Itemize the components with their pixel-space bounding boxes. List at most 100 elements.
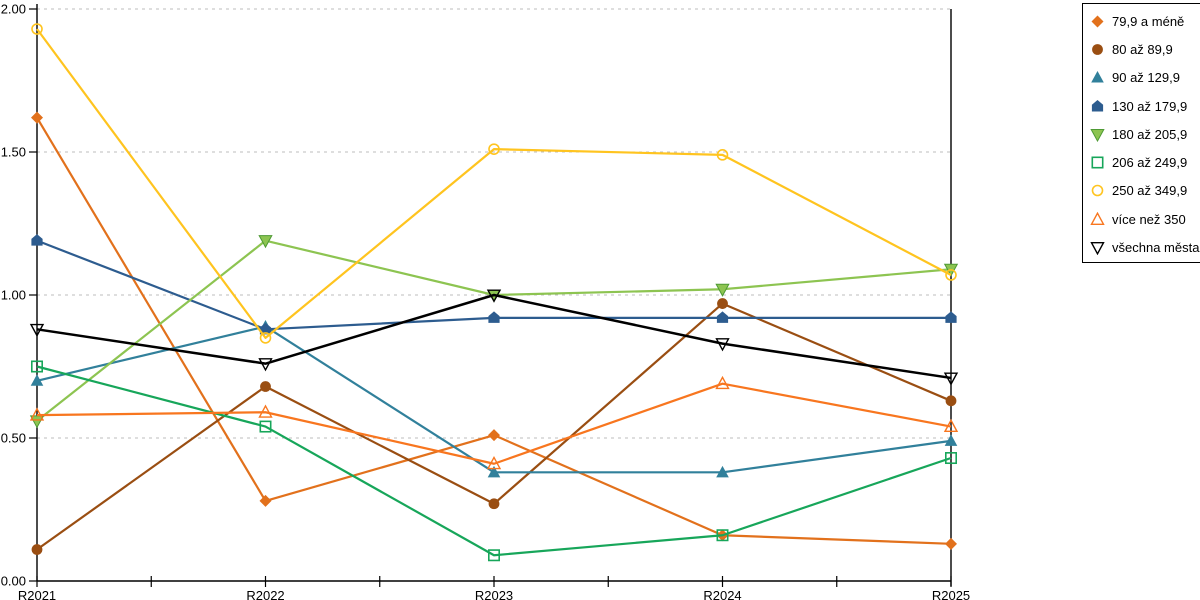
triangle-down-open-marker-icon <box>486 289 502 303</box>
circle-marker-icon <box>260 381 271 392</box>
chart-legend: 79,9 a méně 80 až 89,9 90 až 129,9 130 až 1… <box>1082 3 1200 263</box>
diamond-marker-icon <box>488 429 500 442</box>
triangle-down-marker-icon <box>29 415 45 429</box>
legend-item-250-a-349-9: 250 až 349,9 <box>1083 177 1200 205</box>
legend-marker-icon <box>1090 211 1105 225</box>
triangle-marker-icon <box>944 434 958 446</box>
pentagon-marker-icon <box>488 311 500 323</box>
legend-label: 206 až 249,9 <box>1112 155 1188 171</box>
legend-label: všechna města <box>1112 240 1200 256</box>
circle-marker-icon <box>1092 44 1103 55</box>
circle-open-marker-icon <box>488 143 500 155</box>
legend-marker-icon <box>1092 44 1103 55</box>
triangle-down-open-marker-icon <box>258 358 273 372</box>
series-line <box>36 239 952 422</box>
triangle-down-marker-icon <box>715 283 730 297</box>
legend-item-206-a-249-9: 206 až 249,9 <box>1083 148 1200 176</box>
triangle-down-open-marker-icon <box>715 338 730 352</box>
x-axis-label: R2025 <box>932 588 970 600</box>
circle-open-marker-icon <box>716 149 729 161</box>
series-line <box>36 365 952 557</box>
triangle-down-open-marker-icon <box>943 372 959 386</box>
circle-marker-icon <box>31 544 43 555</box>
legend-marker-icon <box>1091 15 1104 28</box>
series-v-ce-ne-350 <box>29 375 959 470</box>
series-line <box>36 117 952 545</box>
triangle-open-marker-icon <box>943 418 959 433</box>
triangle-marker-icon <box>1091 71 1104 83</box>
legend-label: více než 350 <box>1112 211 1186 227</box>
y-axis-label: 2.00 <box>1 2 26 17</box>
square-open-marker-icon <box>1091 156 1104 169</box>
x-axis-label: R2022 <box>246 588 284 600</box>
circle-open-marker-icon <box>31 23 43 35</box>
x-axis-label: R2023 <box>475 588 513 600</box>
circle-marker-icon <box>717 298 728 309</box>
triangle-marker-icon <box>487 465 501 478</box>
circle-open-marker-icon <box>945 269 957 281</box>
pentagon-marker-icon <box>1091 99 1104 112</box>
legend-label: 80 až 89,9 <box>1112 41 1173 57</box>
triangle-down-marker-icon <box>1090 128 1105 142</box>
legend-marker-icon <box>1091 71 1104 83</box>
diamond-marker-icon <box>945 537 957 550</box>
circle-marker-icon <box>488 498 500 510</box>
diamond-marker-icon <box>259 494 272 507</box>
y-axis-label: 1.50 <box>1 145 26 160</box>
series-250-a-349-9 <box>31 23 957 344</box>
triangle-open-marker-icon <box>486 455 502 470</box>
pentagon-marker-icon <box>31 234 43 246</box>
square-open-marker-icon <box>716 529 729 542</box>
legend-item-v-ce-ne-350: více než 350 <box>1083 205 1200 233</box>
series-line <box>36 302 952 551</box>
circle-open-marker-icon <box>1091 185 1104 197</box>
series-79-9-a-m-n <box>31 111 957 550</box>
pentagon-marker-icon <box>945 311 957 323</box>
triangle-marker-icon <box>30 374 44 386</box>
legend-item-180-a-205-9: 180 až 205,9 <box>1083 120 1200 148</box>
legend-marker-icon <box>1090 242 1105 256</box>
legend-label: 79,9 a méně <box>1112 13 1185 29</box>
legend-item-79-9-a-m-n: 79,9 a méně <box>1083 7 1200 35</box>
legend-marker-icon <box>1091 185 1104 197</box>
series-206-a-249-9 <box>30 360 957 562</box>
diamond-marker-icon <box>31 111 43 124</box>
series-line <box>36 28 952 339</box>
series-80-a-89-9 <box>31 298 957 555</box>
legend-label: 90 až 129,9 <box>1112 70 1180 86</box>
series-130-a-179-9 <box>31 234 957 335</box>
x-axis-label: R2024 <box>703 588 741 600</box>
triangle-down-marker-icon <box>258 235 273 249</box>
triangle-down-open-marker-icon <box>29 323 45 338</box>
y-axis-label: 0.00 <box>1 574 26 589</box>
square-open-marker-icon <box>259 420 272 433</box>
circle-open-marker-icon <box>259 332 272 344</box>
pentagon-marker-icon <box>716 311 729 323</box>
y-axis-label: 0.50 <box>1 431 26 446</box>
legend-marker-icon <box>1091 156 1104 169</box>
square-open-marker-icon <box>944 452 957 465</box>
x-axis-label: R2021 <box>18 588 56 600</box>
legend-label: 130 až 179,9 <box>1112 98 1188 114</box>
triangle-open-marker-icon <box>29 407 45 421</box>
y-axis-label: 1.00 <box>1 288 26 303</box>
square-open-marker-icon <box>30 360 43 373</box>
circle-marker-icon <box>945 395 957 407</box>
legend-item-80-a-89-9: 80 až 89,9 <box>1083 35 1200 63</box>
series-line <box>36 293 952 380</box>
legend-label: 250 až 349,9 <box>1112 183 1188 199</box>
diamond-marker-icon <box>1091 15 1104 28</box>
legend-label: 180 až 205,9 <box>1112 126 1188 142</box>
series-line <box>36 382 952 465</box>
triangle-open-marker-icon <box>258 404 273 418</box>
triangle-down-open-marker-icon <box>1090 242 1105 256</box>
legend-item-130-a-179-9: 130 až 179,9 <box>1083 92 1200 120</box>
square-open-marker-icon <box>487 549 500 562</box>
triangle-open-marker-icon <box>1090 211 1105 225</box>
legend-marker-icon <box>1091 99 1104 112</box>
triangle-marker-icon <box>716 465 729 478</box>
triangle-open-marker-icon <box>715 375 730 390</box>
series-180-a-205-9 <box>29 235 959 429</box>
